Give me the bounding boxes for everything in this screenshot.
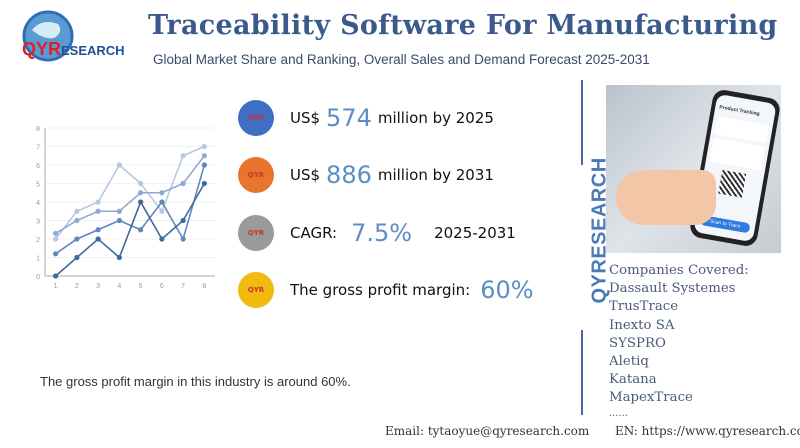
- series-line: [55, 183, 206, 277]
- data-point: [74, 236, 80, 242]
- y-tick-label: 7: [36, 145, 40, 152]
- stat-suffix: million by 2025: [377, 109, 494, 127]
- stat-prefix: The gross profit margin:: [290, 281, 471, 299]
- page-subtitle: Global Market Share and Ranking, Overall…: [153, 52, 650, 67]
- hand-image: [616, 170, 716, 225]
- x-tick-label: 4: [117, 283, 121, 290]
- y-tick-label: 2: [36, 237, 40, 244]
- company-item: ......: [609, 407, 629, 419]
- companies-list: Companies Covered: Dassault Systemes Tru…: [609, 262, 749, 420]
- x-tick-label: 2: [75, 283, 79, 290]
- divider: [581, 330, 583, 415]
- series-line: [55, 164, 206, 255]
- y-tick-label: 6: [36, 163, 40, 170]
- y-tick-label: 0: [36, 274, 40, 281]
- stat-prefix: US$: [290, 166, 321, 184]
- data-point: [116, 217, 122, 224]
- stat-prefix: US$: [290, 109, 321, 127]
- gross-margin-note: The gross profit margin in this industry…: [40, 374, 351, 389]
- footer-website: EN: https://www.qyresearch.com: [614, 424, 800, 438]
- data-point: [180, 236, 186, 242]
- page-title: Traceability Software For Manufacturing: [148, 10, 778, 41]
- data-point: [201, 180, 207, 187]
- data-point: [201, 143, 207, 150]
- company-item: Aletiq: [609, 354, 649, 370]
- data-point: [201, 153, 207, 159]
- qyr-globe-icon: QYR: [238, 215, 274, 251]
- data-point: [95, 208, 101, 214]
- company-item: Inexto SA: [609, 317, 675, 333]
- y-tick-label: 5: [36, 182, 40, 189]
- company-item: Katana: [609, 372, 657, 388]
- product-photo: Product Tracking Scan to Trace: [606, 85, 781, 253]
- data-point: [53, 251, 59, 257]
- series-line: [55, 155, 206, 235]
- data-point: [138, 180, 144, 187]
- divider: [581, 80, 583, 165]
- data-point: [159, 199, 165, 205]
- stat-2031: QYR US$ 886 million by 2031: [238, 155, 494, 195]
- x-tick-label: 6: [160, 283, 164, 290]
- data-point: [159, 208, 165, 214]
- company-item: SYSPRO: [609, 335, 666, 351]
- qr-code-icon: [718, 169, 747, 198]
- data-point: [74, 217, 80, 224]
- data-point: [95, 199, 101, 205]
- qyr-globe-icon: QYR: [238, 100, 274, 136]
- data-point: [95, 236, 101, 242]
- stat-value: 574: [326, 104, 372, 132]
- company-item: TrusTrace: [609, 299, 679, 315]
- y-tick-label: 3: [36, 219, 40, 226]
- stat-value: 886: [326, 161, 372, 189]
- stat-suffix: million by 2031: [377, 166, 494, 184]
- data-point: [95, 227, 101, 233]
- x-tick-label: 3: [96, 283, 100, 290]
- series-line: [54, 145, 205, 240]
- phone-image: Product Tracking Scan to Trace: [688, 88, 781, 248]
- x-tick-label: 5: [139, 283, 143, 290]
- qyr-globe-icon: QYR: [238, 157, 274, 193]
- stat-gross-margin: QYR The gross profit margin: 60%: [238, 270, 540, 310]
- stat-prefix: CAGR:: [290, 224, 338, 242]
- y-tick-label: 8: [36, 126, 40, 133]
- screen-title: Product Tracking: [718, 104, 761, 118]
- data-point: [138, 190, 144, 196]
- data-point: [138, 199, 144, 205]
- data-point: [180, 217, 186, 224]
- company-item: MapexTrace: [609, 390, 693, 406]
- line-chart: 0 1 2 3 4 5 6 7 8 1 2 3 4 5 6 7 8: [36, 126, 215, 290]
- data-point: [74, 254, 80, 261]
- stat-2025: QYR US$ 574 million by 2025: [238, 98, 494, 138]
- x-tick-label: 1: [54, 283, 58, 290]
- data-point: [159, 236, 165, 242]
- stat-value: 7.5%: [351, 219, 413, 247]
- data-point: [53, 230, 59, 237]
- data-point: [116, 254, 122, 261]
- data-point: [159, 190, 165, 196]
- stat-suffix: 2025-2031: [434, 224, 516, 242]
- company-item: Dassault Systemes: [609, 281, 736, 297]
- qyresearch-logo: QYR ESEARCH: [22, 10, 125, 62]
- data-point: [53, 236, 59, 242]
- footer: Email: tytaoyue@qyresearch.com EN: https…: [385, 424, 800, 438]
- data-point: [53, 273, 59, 279]
- data-point: [116, 208, 122, 214]
- data-point: [74, 208, 80, 214]
- companies-heading: Companies Covered:: [609, 263, 749, 278]
- svg-text:ESEARCH: ESEARCH: [61, 43, 125, 58]
- y-tick-label: 4: [36, 200, 40, 207]
- qyr-globe-icon: QYR: [238, 272, 274, 308]
- svg-text:QYR: QYR: [22, 39, 61, 59]
- x-tick-label: 8: [202, 283, 206, 290]
- stat-cagr: QYR CAGR: 7.5% 2025-2031: [238, 213, 516, 253]
- footer-email: Email: tytaoyue@qyresearch.com: [385, 424, 590, 438]
- data-point: [138, 227, 144, 233]
- y-tick-label: 1: [36, 256, 40, 263]
- stat-value: 60%: [480, 276, 534, 304]
- data-point: [116, 162, 122, 168]
- x-tick-label: 7: [181, 283, 185, 290]
- data-point: [180, 180, 186, 187]
- data-point: [201, 162, 207, 168]
- data-point: [180, 153, 186, 159]
